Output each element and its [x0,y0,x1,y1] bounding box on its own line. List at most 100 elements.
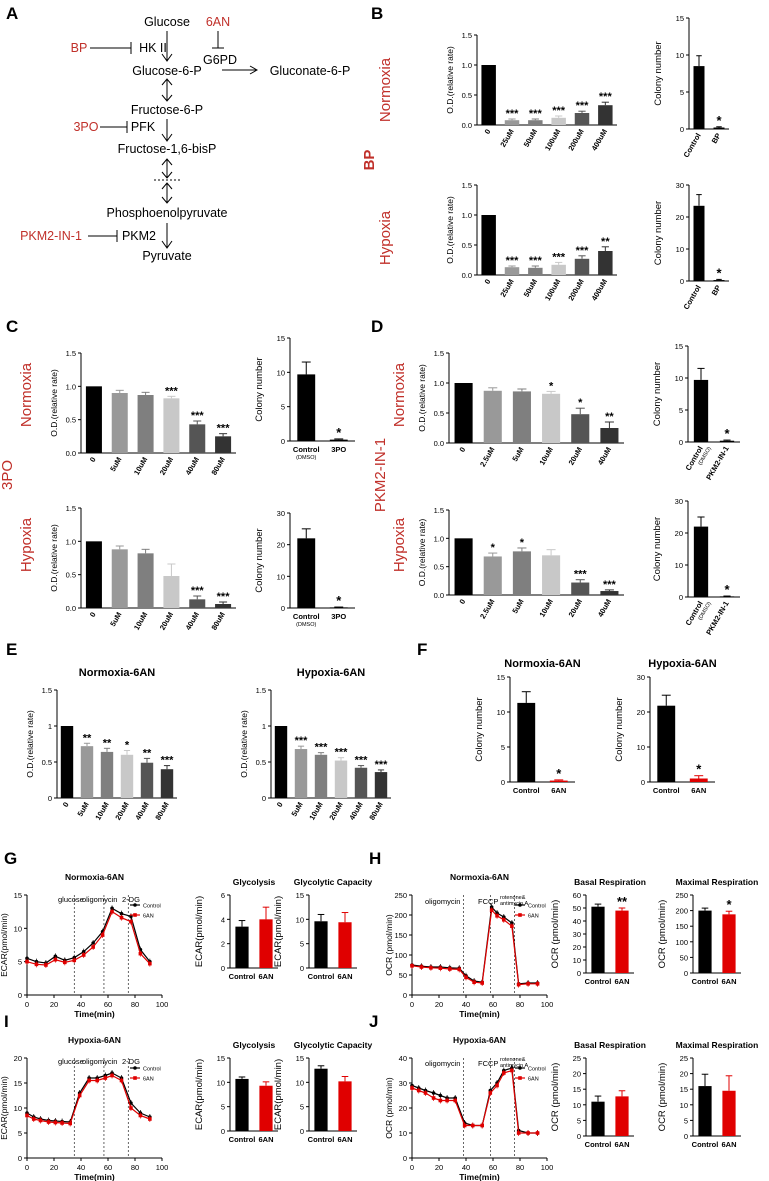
x-tick-label: 3PO [331,445,346,454]
y-tick-label: 0 [679,438,683,447]
x-tick-label: 0 [25,1000,29,1009]
data-point [419,965,424,969]
chart-B-hyp-od: 0.0 0.5 1.0 1.5 O.D.(relative rate) 0 *** 25uM *… [445,181,617,302]
legend-label: 6AN [528,914,539,920]
y-tick-label: 0.5 [256,758,266,767]
y-tick-label: 0.5 [462,91,472,100]
pathway-f16bp: Fructose-1,6-bisP [118,142,217,156]
significance-star: ** [103,737,112,749]
x-tick-label: 20uM [158,611,175,632]
label-hypoxia-c: Hypoxia [18,517,35,572]
inj-oligo-h: oligomycin [425,897,460,906]
y-tick-label: 1.5 [462,31,472,40]
label-hypoxia-b: Hypoxia [377,210,394,265]
y-tick-label: 40 [399,1054,407,1063]
y-tick-label: 0.5 [42,758,52,767]
data-point [472,980,476,984]
y-axis-label: Colony number [653,201,664,265]
x-tick-label: Control [692,1140,719,1149]
inj-fccp-h: FCCP [478,897,498,906]
y-axis-label: Colony number [254,528,265,592]
pathway-glucose: Glucose [144,15,190,29]
panel-label-f: F [417,640,427,659]
data-point [488,1091,493,1095]
x-tick-label: 80uM [367,801,384,822]
significance-star: *** [191,410,205,422]
x-tick-label: Control [293,612,320,621]
bar [189,424,206,453]
bar [483,390,502,443]
y-tick-label: 0 [577,1132,581,1141]
x-tick-label: 6AN [337,1135,352,1144]
chart-H-basal: 0 10 20 30 40 50 60 OCR (pmol/min) Control ** 6AN B… [550,877,646,986]
bar [235,1078,249,1131]
significance-star: *** [315,742,329,754]
y-tick-label: 1.0 [462,211,472,220]
bar [722,914,736,973]
bar [551,117,566,125]
x-tick-label: Control [513,786,540,795]
inhibitor-6an: 6AN [206,15,230,29]
data-point [448,967,452,971]
bar [85,386,102,453]
y-tick-label: 15 [497,673,505,682]
x-tick-label: 10uM [537,446,554,467]
significance-star: * [556,766,562,781]
data-point [25,956,29,961]
y-tick-label: 1.0 [434,534,444,543]
data-point [34,962,39,967]
bar [542,393,561,443]
arrow-right-icon [222,65,259,75]
y-tick-label: 2 [221,940,225,949]
significance-star: * [125,739,130,751]
data-point [502,918,506,922]
x-tick-label: 20 [50,1000,58,1009]
bar [698,1086,712,1136]
x-tick-label: 5uM [289,801,304,818]
data-point [445,1098,449,1103]
data-point [470,1123,475,1128]
bar [542,555,561,595]
y-tick-label: 0 [18,1154,22,1163]
y-tick-label: 0.0 [462,271,472,280]
data-point [138,951,143,956]
data-point [119,915,124,920]
bar [693,526,709,597]
x-tick-label: Control [682,284,703,312]
y-tick-label: 0 [501,778,505,787]
y-tick-label: 1.5 [42,686,52,695]
y-tick-label: 0 [281,437,285,446]
x-tick-label: 100 [541,1163,554,1172]
y-tick-label: 5 [679,406,683,415]
data-point [410,1086,414,1090]
x-tick-label: 6AN [258,1135,273,1144]
data-point [103,1076,108,1080]
chart-C-hyp-od: 0.0 0.5 1.0 1.5 O.D.(relative rate) 0 5uM 10uM 2… [49,504,236,632]
x-tick-label: 2.5uM [478,598,496,621]
x-tick-label: 6AN [721,1140,736,1149]
x-tick-label: Control [308,972,335,981]
chart-I-line: 0 5 10 15 20 0 20 40 60 80 100 ECAR(pmol/min) Time(m… [0,1035,168,1181]
significance-star: *** [335,747,349,759]
data-point [431,1096,436,1100]
arrow-bidirectional-icon [161,158,173,179]
panel-label-e: E [6,640,17,659]
y-tick-label: 0 [680,125,684,134]
y-axis-label: ECAR(pmol/min) [273,1059,284,1130]
y-tick-label: 1.5 [434,349,444,358]
bar [85,541,102,608]
y-axis-label: OCR (pmol/min) [657,900,668,969]
x-tick-label: 6AN [691,786,706,795]
data-point [148,1117,152,1121]
y-tick-label: 0 [221,1127,225,1136]
bar [274,726,288,798]
x-tick-label: 0 [88,611,98,619]
series-line-6AN [26,1074,151,1125]
x-tick-label: 40uM [596,446,613,467]
chart-D-norm-od: 0.0 0.5 1.0 1.5 O.D.(relative rate) 0 2.5uM 5uM… [417,349,624,468]
data-point [129,919,133,924]
y-tick-label: 1 [48,722,52,731]
bar [571,414,590,443]
